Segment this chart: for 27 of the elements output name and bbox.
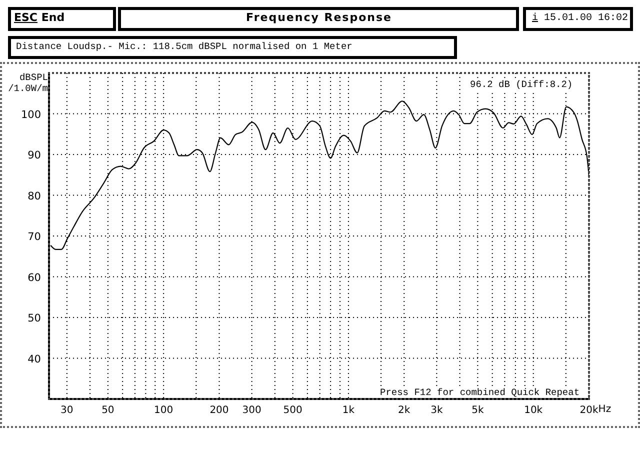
x-tick-label: 10k bbox=[524, 405, 543, 416]
x-tick-label: 50 bbox=[102, 405, 114, 416]
x-tick-label: 500 bbox=[283, 405, 302, 416]
x-tick-label: 300 bbox=[242, 405, 262, 416]
y-tick-label: 40 bbox=[28, 353, 41, 366]
x-tick-label: 100 bbox=[154, 405, 174, 416]
y-tick-label: 70 bbox=[28, 231, 41, 243]
x-tick-label: 2k bbox=[398, 405, 410, 416]
y-tick-label: 90 bbox=[28, 150, 41, 162]
chart-title: Frequency Response bbox=[245, 11, 393, 25]
x-axis-title: Hz bbox=[598, 404, 612, 415]
chart-subtitle: Distance Loudsp.- Mic.: 118.5cm dBSPL normalised on 1 Meter bbox=[16, 41, 352, 53]
text: i 15.01.00 16:02 bbox=[532, 12, 628, 25]
y-tick-label: 80 bbox=[28, 190, 41, 202]
x-tick-label: 30 bbox=[60, 405, 74, 416]
x-tick-label: 5k bbox=[472, 405, 484, 416]
y-axis-title: dBSPL /1.0W/m bbox=[7, 72, 48, 94]
x-tick-label: 1k bbox=[342, 405, 355, 416]
text: ESC End bbox=[14, 11, 65, 25]
annotation: 96.2 dB (Diff:8.2) bbox=[470, 79, 573, 91]
y-tick-label: 60 bbox=[28, 272, 41, 284]
annotation: Press F12 for combined Quick Repeat bbox=[380, 387, 580, 398]
x-tick-label: 20k bbox=[580, 405, 598, 416]
x-tick-label: 3k bbox=[430, 405, 443, 416]
y-tick-label: 100 bbox=[20, 108, 41, 121]
x-tick-label: 200 bbox=[210, 405, 229, 416]
y-tick-label: 50 bbox=[28, 312, 41, 324]
